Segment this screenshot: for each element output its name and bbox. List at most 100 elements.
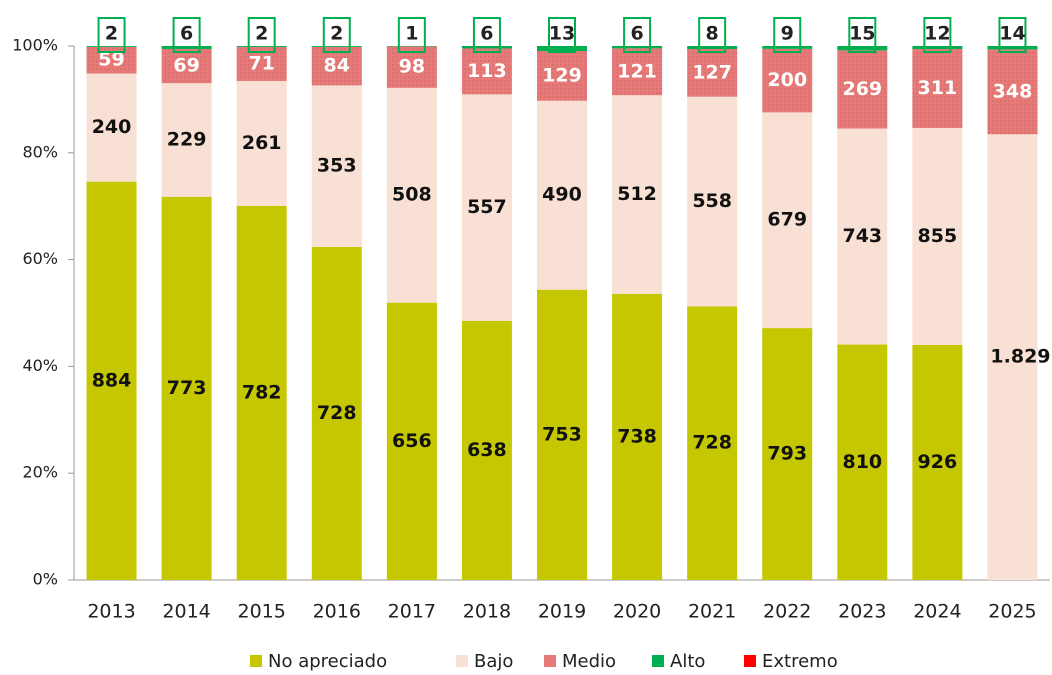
data-label: 926 <box>918 451 958 473</box>
data-label: 353 <box>317 155 357 177</box>
data-label: 15 <box>849 23 875 45</box>
data-label: 127 <box>692 61 732 83</box>
bar-segment <box>86 46 137 47</box>
data-label: 2 <box>105 23 118 45</box>
bar-segment <box>612 293 663 580</box>
label-box <box>998 17 1027 53</box>
label-box <box>472 17 501 53</box>
x-tick-label: 2015 <box>238 601 286 623</box>
data-label: 773 <box>167 377 207 399</box>
legend-swatch <box>652 655 664 667</box>
data-label: 2 <box>255 23 268 45</box>
bar-segment <box>687 46 738 50</box>
data-label: 884 <box>92 369 132 391</box>
legend-label: Alto <box>670 651 705 672</box>
data-label: 229 <box>167 128 207 150</box>
data-label: 84 <box>324 55 350 77</box>
bar-segment <box>461 320 512 580</box>
bar-segment <box>461 48 512 95</box>
legend-label: Extremo <box>762 651 838 672</box>
bar-segment <box>837 128 888 345</box>
data-label: 558 <box>692 190 732 212</box>
data-label: 793 <box>767 443 807 465</box>
bar-segment <box>311 246 362 580</box>
bar-segment <box>86 181 137 580</box>
bar-segment <box>86 73 137 182</box>
data-label: 728 <box>692 432 732 454</box>
data-label: 1.829 <box>990 346 1050 368</box>
y-tick-label: 60% <box>22 249 58 268</box>
y-tick-label: 0% <box>33 570 58 589</box>
bar-segment <box>311 46 362 47</box>
data-label: 638 <box>467 439 507 461</box>
bar-segment <box>537 51 587 101</box>
data-label: 129 <box>542 64 582 86</box>
x-tick-label: 2021 <box>688 601 736 623</box>
data-label: 9 <box>781 23 794 45</box>
bar-segment <box>311 85 362 247</box>
legend-swatch <box>544 655 556 667</box>
bar-segment <box>912 344 963 580</box>
y-tick-label: 20% <box>22 463 58 482</box>
legend-swatch <box>744 655 756 667</box>
y-tick-label: 80% <box>22 142 58 161</box>
bar-segment <box>762 48 813 113</box>
data-label: 200 <box>767 69 807 91</box>
bar-segment <box>612 46 663 49</box>
x-tick-label: 2013 <box>87 601 135 623</box>
x-tick-label: 2020 <box>613 601 661 623</box>
label-box <box>548 17 576 53</box>
data-label: 679 <box>767 209 807 231</box>
data-label: 855 <box>918 225 958 247</box>
data-label: 311 <box>918 77 958 99</box>
data-label: 728 <box>317 402 357 424</box>
x-tick-label: 2014 <box>162 601 210 623</box>
bar-segment <box>612 95 663 294</box>
x-tick-label: 2018 <box>463 601 511 623</box>
x-tick-label: 2022 <box>763 601 811 623</box>
bar-segment <box>987 49 1038 135</box>
label-box <box>623 17 652 53</box>
data-label: 743 <box>842 225 882 247</box>
data-label: 6 <box>180 23 193 45</box>
data-label: 59 <box>98 49 124 71</box>
data-label: 8 <box>706 23 719 45</box>
label-box <box>322 17 351 53</box>
data-label: 98 <box>399 56 425 78</box>
bar-segment <box>837 50 888 129</box>
label-box <box>698 17 727 53</box>
data-label: 113 <box>467 60 507 82</box>
bar-segment <box>612 48 663 96</box>
legend-swatch <box>250 655 262 667</box>
x-tick-label: 2016 <box>313 601 361 623</box>
data-label: 348 <box>993 80 1033 102</box>
x-tick-label: 2024 <box>913 601 961 623</box>
data-label: 121 <box>617 60 657 82</box>
legend-label: Bajo <box>474 651 513 672</box>
x-tick-label: 2017 <box>388 601 436 623</box>
bar-segment <box>762 328 813 580</box>
data-label: 512 <box>617 183 657 205</box>
y-tick-label: 100% <box>12 36 58 55</box>
data-label: 71 <box>248 52 274 74</box>
data-label: 1 <box>405 23 418 45</box>
bar-segment <box>537 100 587 290</box>
bar-segment <box>386 46 437 88</box>
bar-segment <box>762 46 813 49</box>
x-tick-label: 2023 <box>838 601 886 623</box>
label-box <box>97 17 126 53</box>
legend-label: Medio <box>562 651 616 672</box>
bar-segment <box>987 46 1038 50</box>
label-box <box>773 17 802 53</box>
data-label: 6 <box>630 23 643 45</box>
bar-segment <box>537 46 587 52</box>
bar-segment <box>461 94 512 321</box>
legend-label: No apreciado <box>268 651 387 672</box>
data-label: 753 <box>542 423 582 445</box>
data-label: 13 <box>549 23 575 45</box>
bar-segment <box>236 46 287 47</box>
data-label: 2 <box>330 23 343 45</box>
bar-segment <box>837 46 888 51</box>
data-label: 738 <box>617 425 657 447</box>
